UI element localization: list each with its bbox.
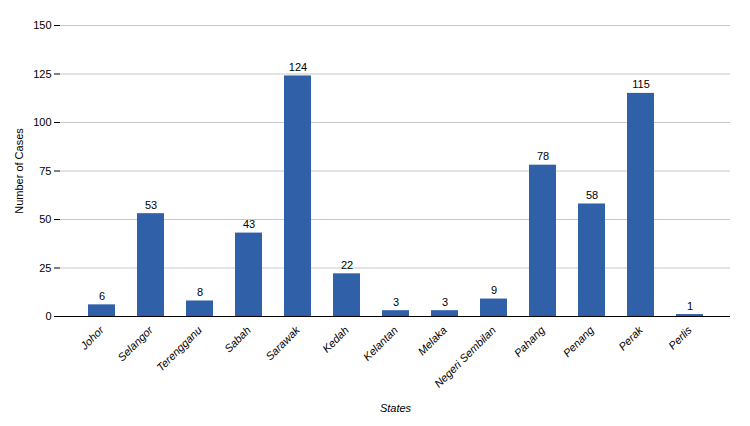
svg-text:Selangor: Selangor [115,323,156,364]
svg-text:Number of Cases: Number of Cases [13,128,25,214]
svg-text:Melaka: Melaka [415,324,449,358]
svg-text:Sarawak: Sarawak [263,323,302,362]
svg-text:3: 3 [393,296,399,308]
svg-text:Penang: Penang [561,323,597,359]
svg-text:53: 53 [145,199,157,211]
svg-text:115: 115 [632,78,650,90]
svg-text:25: 25 [39,262,51,274]
svg-text:124: 124 [289,61,307,73]
svg-text:8: 8 [197,286,203,298]
svg-text:50: 50 [39,213,51,225]
svg-text:43: 43 [243,218,255,230]
svg-text:Sabah: Sabah [222,324,253,355]
svg-text:3: 3 [442,296,448,308]
svg-text:9: 9 [491,284,497,296]
svg-text:Kedah: Kedah [320,324,351,355]
svg-text:Perlis: Perlis [666,323,694,351]
svg-text:Perak: Perak [616,323,645,352]
svg-text:100: 100 [33,116,51,128]
svg-text:58: 58 [586,189,598,201]
svg-text:78: 78 [537,150,549,162]
svg-text:Kelantan: Kelantan [361,324,400,363]
svg-text:22: 22 [341,259,353,271]
svg-text:125: 125 [33,68,51,80]
svg-text:0: 0 [45,310,51,322]
svg-text:1: 1 [687,300,693,312]
svg-text:Negeri Sembilan: Negeri Sembilan [432,324,498,390]
svg-text:150: 150 [33,19,51,31]
svg-text:6: 6 [99,290,105,302]
svg-text:Johor: Johor [77,323,107,353]
svg-text:Pahang: Pahang [512,323,548,359]
svg-text:Terengganu: Terengganu [154,324,204,374]
svg-text:States: States [380,402,412,414]
svg-text:75: 75 [39,165,51,177]
